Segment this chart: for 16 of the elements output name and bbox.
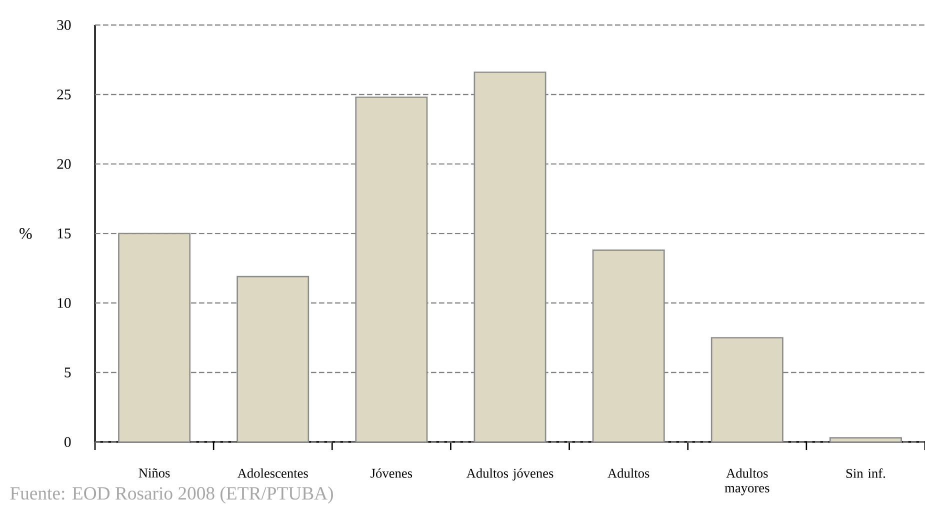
y-tick-label: 0 — [64, 437, 71, 447]
x-tick-label: Adultos — [608, 468, 650, 478]
y-tick-label: 30 — [57, 20, 71, 30]
y-axis-title: % — [20, 228, 32, 239]
x-tick-label: Adolescentes — [237, 468, 308, 478]
x-tick-label: Adultos mayores — [724, 468, 770, 496]
x-tick-label: Sin inf. — [846, 468, 886, 478]
x-tick-label: Jóvenes — [370, 468, 412, 478]
source-note: Fuente: EOD Rosario 2008 (ETR/PTUBA) — [10, 486, 333, 504]
y-tick-label: 20 — [57, 159, 71, 169]
x-tick-label: Niños — [138, 468, 170, 478]
y-tick-label: 15 — [58, 228, 71, 238]
y-tick-label: 25 — [57, 90, 71, 100]
y-tick-label: 5 — [64, 368, 71, 378]
y-tick-label: 10 — [58, 298, 71, 308]
x-tick-label: Adultos jóvenes — [466, 468, 554, 480]
